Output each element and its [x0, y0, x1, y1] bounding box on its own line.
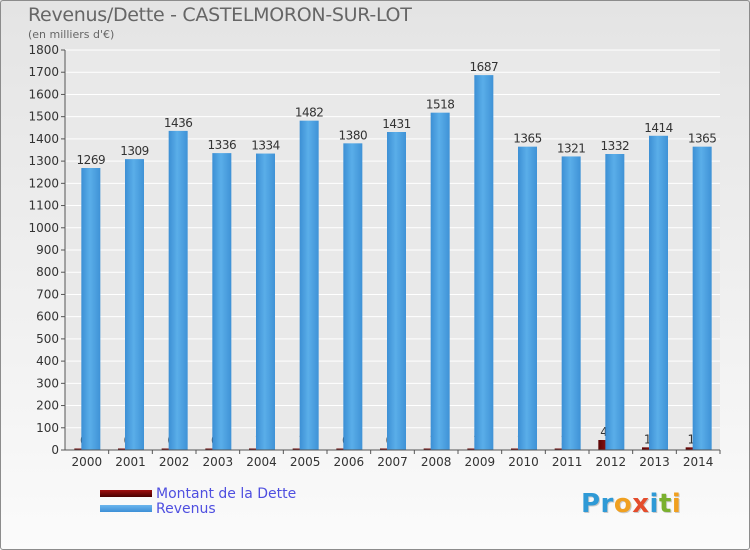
data-label-revenus: 1687	[470, 60, 499, 74]
bar-revenus	[343, 143, 363, 451]
x-tick-label: 2006	[334, 455, 365, 469]
y-tick-label: 700	[36, 287, 59, 301]
y-tick-label: 200	[36, 399, 59, 413]
y-tick-label: 1000	[28, 221, 59, 235]
bar-revenus	[387, 132, 406, 450]
data-label-revenus: 1365	[688, 132, 717, 146]
bars: 0126901309014360133611334114820138001431…	[74, 60, 717, 451]
bar-revenus	[561, 156, 581, 450]
bar-revenus	[518, 146, 537, 450]
bar-revenus	[256, 153, 275, 451]
x-tick-label: 2013	[639, 455, 670, 469]
bar-revenus	[299, 120, 319, 451]
data-label-revenus: 1365	[513, 132, 542, 146]
logo-part: Pr	[581, 489, 614, 519]
y-tick-label: 1100	[28, 199, 59, 213]
legend-swatch-revenus	[100, 505, 152, 512]
x-tick-label: 2009	[465, 455, 496, 469]
data-label-revenus: 1332	[601, 139, 630, 153]
y-tick-label: 1300	[28, 154, 59, 168]
y-axis: 0 100 200 300 400 500 600 700 800 900 1000 1100 1200…	[28, 43, 66, 457]
y-tick-label: 1500	[28, 110, 59, 124]
data-label-revenus: 1482	[295, 106, 324, 120]
y-tick-label: 600	[36, 310, 59, 324]
y-tick-label: 400	[36, 354, 59, 368]
chart-subtitle: (en milliers d'€)	[28, 28, 115, 41]
data-label-revenus: 1431	[382, 117, 411, 131]
x-tick-label: 2008	[421, 455, 452, 469]
x-tick-label: 2000	[72, 455, 103, 469]
x-axis: 2000 2001 2002 2003 2004 2005 2006 2007 2008 2009…	[65, 449, 721, 469]
legend-label-dette: Montant de la Dette	[156, 486, 297, 502]
y-tick-label: 100	[36, 421, 59, 435]
chart-title: Revenus/Dette - CASTELMORON-SUR-LOT	[28, 4, 412, 26]
bar-revenus	[605, 154, 625, 450]
data-label-revenus: 1321	[557, 141, 586, 155]
data-label-revenus: 1334	[251, 139, 280, 153]
bar-revenus	[212, 153, 232, 450]
legend-swatch-dette	[100, 490, 152, 497]
bar-revenus	[125, 159, 144, 450]
x-tick-label: 2010	[508, 455, 539, 469]
bar-revenus	[81, 168, 101, 450]
y-tick-label: 1600	[28, 87, 59, 101]
bar-revenus	[168, 130, 188, 450]
y-tick-label: 500	[36, 332, 59, 346]
y-tick-label: 1700	[28, 65, 59, 79]
x-tick-label: 2005	[290, 455, 321, 469]
x-tick-label: 2014	[683, 455, 714, 469]
logo-part: o	[613, 489, 633, 519]
bar-revenus	[430, 112, 450, 451]
y-tick-label: 300	[36, 376, 59, 390]
legend-label-revenus: Revenus	[156, 501, 216, 517]
x-tick-label: 2004	[246, 455, 277, 469]
data-label-revenus: 1309	[120, 144, 149, 158]
x-tick-label: 2003	[203, 455, 234, 469]
y-tick-label: 0	[51, 443, 59, 457]
data-label-revenus: 1269	[77, 153, 106, 167]
logo-part: x	[632, 489, 650, 519]
y-tick-label: 800	[36, 265, 59, 279]
bar-revenus	[474, 75, 494, 450]
x-tick-label: 2002	[159, 455, 190, 469]
bar-revenus	[649, 135, 668, 450]
y-tick-label: 1400	[28, 132, 59, 146]
data-label-revenus: 1380	[339, 128, 368, 142]
logo-part: i	[649, 489, 659, 519]
proxiti-logo: Proxiti	[581, 489, 681, 519]
data-label-revenus: 1336	[208, 138, 237, 152]
x-tick-label: 2001	[115, 455, 146, 469]
data-label-revenus: 1436	[164, 116, 193, 130]
x-tick-label: 2012	[596, 455, 627, 469]
x-tick-label: 2007	[377, 455, 408, 469]
x-tick-label: 2011	[552, 455, 583, 469]
bar-revenus	[692, 146, 712, 450]
logo-part: t	[658, 489, 672, 519]
data-label-revenus: 1414	[644, 121, 673, 135]
logo-part: i	[671, 489, 682, 519]
data-label-revenus: 1518	[426, 98, 455, 112]
y-tick-label: 900	[36, 243, 59, 257]
y-tick-label: 1200	[28, 176, 59, 190]
y-tick-label: 1800	[28, 43, 59, 57]
